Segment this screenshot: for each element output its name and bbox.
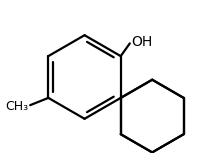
Text: OH: OH — [132, 35, 153, 49]
Text: CH₃: CH₃ — [5, 100, 28, 113]
